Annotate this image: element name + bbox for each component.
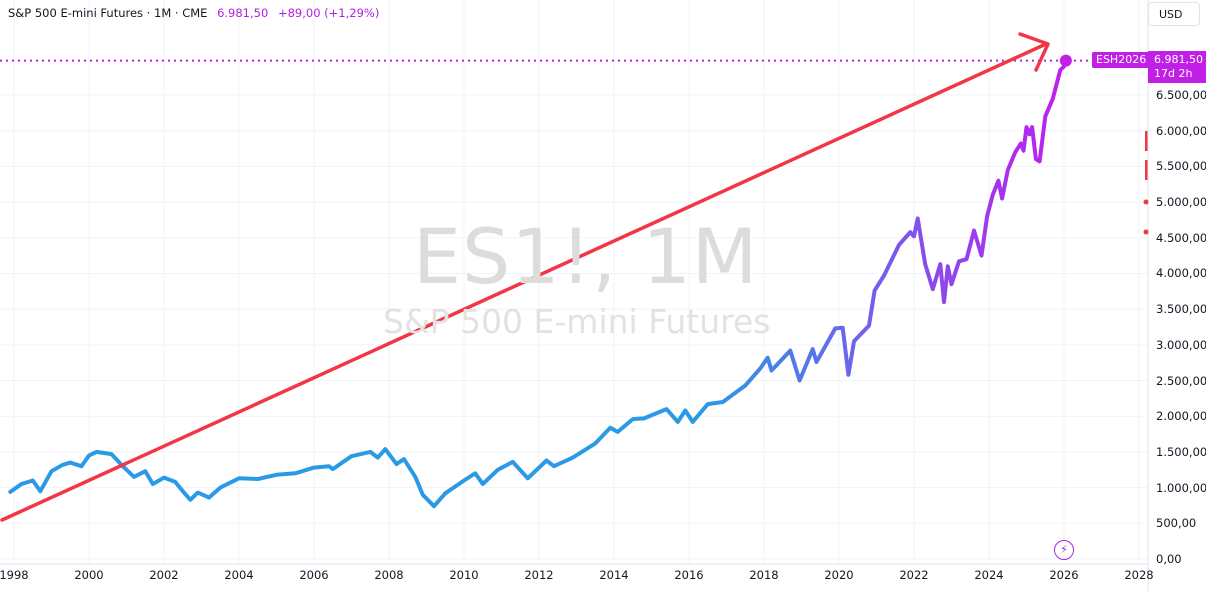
- x-tick-label: 2008: [374, 568, 404, 582]
- x-tick-label: 2020: [824, 568, 854, 582]
- x-tick-label: 2028: [1124, 568, 1154, 582]
- y-tick-label: 0,00: [1156, 552, 1182, 566]
- price-axis-label: 6.981,50 17d 2h: [1148, 51, 1206, 83]
- y-tick-label: 4.500,00: [1156, 230, 1206, 245]
- y-tick-label: 2.000,00: [1156, 409, 1206, 424]
- x-tick-label: 2018: [749, 568, 779, 582]
- series-line: [8, 58, 1068, 509]
- x-tick-label: 2010: [449, 568, 479, 582]
- y-tick-label: 3.500,00: [1156, 302, 1206, 317]
- y-tick-label: 6.000,00: [1156, 123, 1206, 138]
- y-tick-label: 1.000,00: [1156, 480, 1206, 495]
- price-change: +89,00 (+1,29%): [277, 6, 380, 20]
- trend-arrow-drawing[interactable]: [0, 32, 1050, 522]
- x-tick-label: 1998: [0, 568, 29, 582]
- x-tick-label: 2026: [1049, 568, 1079, 582]
- y-tick-label: 1.500,00: [1156, 444, 1206, 459]
- y-tick-label: 2.500,00: [1156, 373, 1206, 388]
- countdown: 17d 2h: [1154, 67, 1193, 80]
- lightning-icon[interactable]: ⚡: [1054, 540, 1074, 560]
- watermark-name: S&P 500 E-mini Futures: [383, 302, 771, 341]
- y-tick-label: 4.000,00: [1156, 266, 1206, 281]
- x-tick-label: 2012: [524, 568, 554, 582]
- grid: [0, 0, 1148, 564]
- x-tick-label: 2022: [899, 568, 929, 582]
- partial-axis-markers: [1143, 131, 1149, 235]
- x-tick-label: 2006: [299, 568, 329, 582]
- trend-arrow-head[interactable]: [1018, 32, 1050, 72]
- symbol-title: S&P 500 E-mini Futures · 1M · CME: [8, 6, 208, 20]
- y-tick-label: 5.500,00: [1156, 159, 1206, 174]
- y-tick-label: 6.500,00: [1156, 88, 1206, 102]
- price-axis-value: 6.981,50: [1154, 53, 1203, 66]
- y-tick-label: 500,00: [1156, 516, 1197, 531]
- last-price-dot: [1059, 54, 1072, 67]
- x-tick-label: 2024: [974, 568, 1004, 582]
- x-tick-label: 2002: [149, 568, 179, 582]
- x-tick-label: 2004: [224, 568, 254, 582]
- x-tick-label: 2014: [599, 568, 629, 582]
- last-price: 6.981,50: [217, 6, 269, 20]
- x-tick-label: 2000: [74, 568, 104, 582]
- y-tick-label: 3.000,00: [1156, 337, 1206, 352]
- currency-button[interactable]: USD: [1148, 2, 1200, 26]
- trend-arrow-shaft[interactable]: [0, 42, 1048, 522]
- y-tick-label: 5.000,00: [1156, 195, 1206, 210]
- watermark-ticker: ES1!, 1M: [413, 212, 759, 301]
- symbol-legend[interactable]: S&P 500 E-mini Futures · 1M · CME 6.981,…: [8, 6, 379, 20]
- x-tick-label: 2016: [674, 568, 704, 582]
- contract-label: ESH2026: [1092, 52, 1151, 68]
